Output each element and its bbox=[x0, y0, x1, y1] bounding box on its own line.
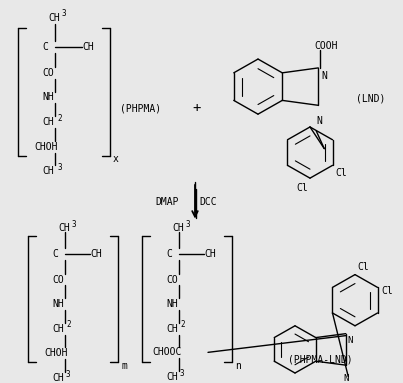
Text: CH: CH bbox=[82, 42, 94, 52]
Text: CO: CO bbox=[42, 68, 54, 78]
Text: 3: 3 bbox=[180, 368, 185, 378]
Text: CH: CH bbox=[172, 223, 184, 233]
Text: 3: 3 bbox=[62, 9, 66, 18]
Text: CH: CH bbox=[52, 373, 64, 383]
Text: 3: 3 bbox=[72, 220, 77, 229]
Text: 2: 2 bbox=[57, 114, 62, 123]
Text: CH: CH bbox=[42, 117, 54, 127]
Text: CO: CO bbox=[52, 275, 64, 285]
Text: N: N bbox=[321, 71, 327, 81]
Text: (LND): (LND) bbox=[356, 93, 385, 103]
Text: m: m bbox=[121, 361, 127, 371]
Text: 2: 2 bbox=[180, 320, 185, 329]
Text: N: N bbox=[348, 336, 353, 345]
Text: CH: CH bbox=[58, 223, 70, 233]
Text: CH: CH bbox=[42, 166, 54, 176]
Text: x: x bbox=[113, 154, 119, 164]
Text: 3: 3 bbox=[186, 220, 191, 229]
Text: Cl: Cl bbox=[296, 183, 308, 193]
Text: CH: CH bbox=[52, 324, 64, 334]
Text: DMAP: DMAP bbox=[155, 197, 179, 207]
Text: CH: CH bbox=[204, 249, 216, 259]
Text: CHOH: CHOH bbox=[34, 142, 58, 152]
Text: NH: NH bbox=[52, 299, 64, 309]
Text: CH: CH bbox=[166, 324, 178, 334]
Text: CHOOC: CHOOC bbox=[152, 347, 181, 357]
Text: CH: CH bbox=[90, 249, 102, 259]
Text: 2: 2 bbox=[66, 320, 71, 329]
Text: CO: CO bbox=[166, 275, 178, 285]
Text: DCC: DCC bbox=[199, 197, 217, 207]
Text: 3: 3 bbox=[57, 163, 62, 172]
Text: N: N bbox=[344, 375, 349, 383]
Text: CH: CH bbox=[48, 13, 60, 23]
Text: 3: 3 bbox=[66, 370, 71, 378]
Text: CHOH: CHOH bbox=[44, 348, 67, 358]
Text: NH: NH bbox=[42, 92, 54, 102]
Text: C: C bbox=[42, 42, 48, 52]
Text: COOH: COOH bbox=[314, 41, 338, 51]
Text: NH: NH bbox=[166, 299, 178, 309]
Text: N: N bbox=[316, 116, 322, 126]
Text: C: C bbox=[166, 249, 172, 259]
Text: CH: CH bbox=[166, 372, 178, 382]
Text: C: C bbox=[52, 249, 58, 259]
Text: Cl: Cl bbox=[382, 286, 393, 296]
Text: Cl: Cl bbox=[357, 262, 369, 272]
Text: Cl: Cl bbox=[336, 168, 347, 178]
Text: (PHPMA-LND): (PHPMA-LND) bbox=[288, 354, 353, 364]
Text: +: + bbox=[192, 101, 200, 115]
Text: n: n bbox=[235, 361, 241, 371]
Text: (PHPMA): (PHPMA) bbox=[120, 103, 161, 113]
